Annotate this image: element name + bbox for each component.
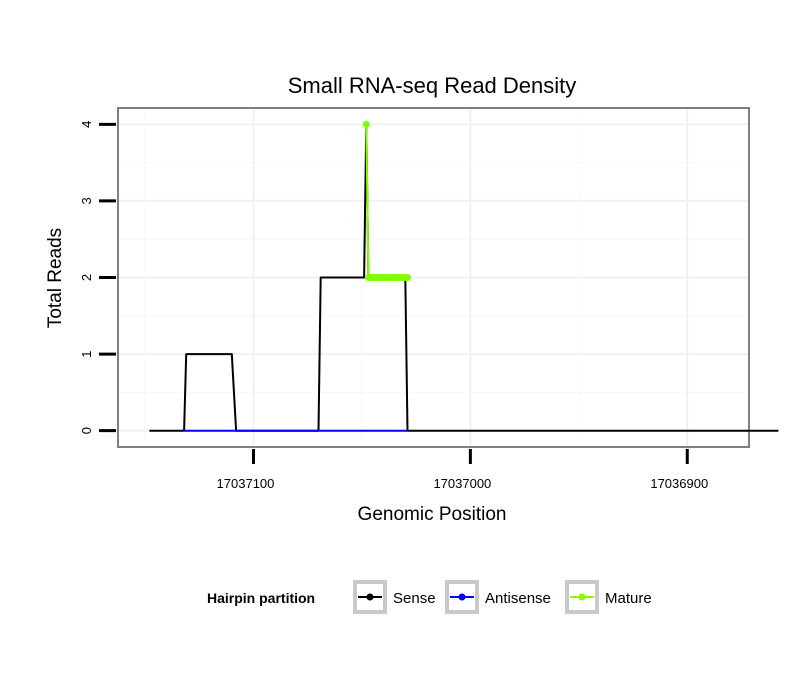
legend: Hairpin partition Sense Antisense Mature — [207, 580, 652, 614]
y-tick-label: 1 — [79, 350, 94, 357]
legend-label-antisense: Antisense — [485, 590, 551, 607]
data-layer — [149, 120, 779, 432]
axis-layer: 0 1 2 3 4 17037100 17037000 17036900 — [79, 121, 708, 491]
y-tick-label: 3 — [79, 197, 94, 204]
legend-title: Hairpin partition — [207, 590, 315, 606]
legend-item-antisense: Antisense — [445, 580, 551, 614]
legend-key-dot — [366, 593, 374, 601]
y-tick-label: 2 — [79, 274, 94, 281]
legend-key-dot — [578, 593, 586, 601]
x-tick-label: 17037000 — [433, 476, 491, 491]
x-tick-label: 17037100 — [217, 476, 275, 491]
legend-label-mature: Mature — [605, 590, 652, 607]
legend-key-dot — [458, 593, 466, 601]
y-tick-label: 4 — [79, 121, 94, 128]
y-axis-label: Total Reads — [45, 228, 66, 328]
data-point-mature — [362, 120, 370, 128]
y-tick-label: 0 — [79, 427, 94, 434]
x-tick-label: 17036900 — [650, 476, 708, 491]
legend-item-sense: Sense — [353, 580, 436, 614]
chart-title: Small RNA-seq Read Density — [288, 73, 577, 98]
x-axis-label: Genomic Position — [358, 504, 507, 525]
legend-item-mature: Mature — [565, 580, 652, 614]
data-point-mature — [403, 274, 411, 281]
legend-label-sense: Sense — [393, 590, 436, 607]
